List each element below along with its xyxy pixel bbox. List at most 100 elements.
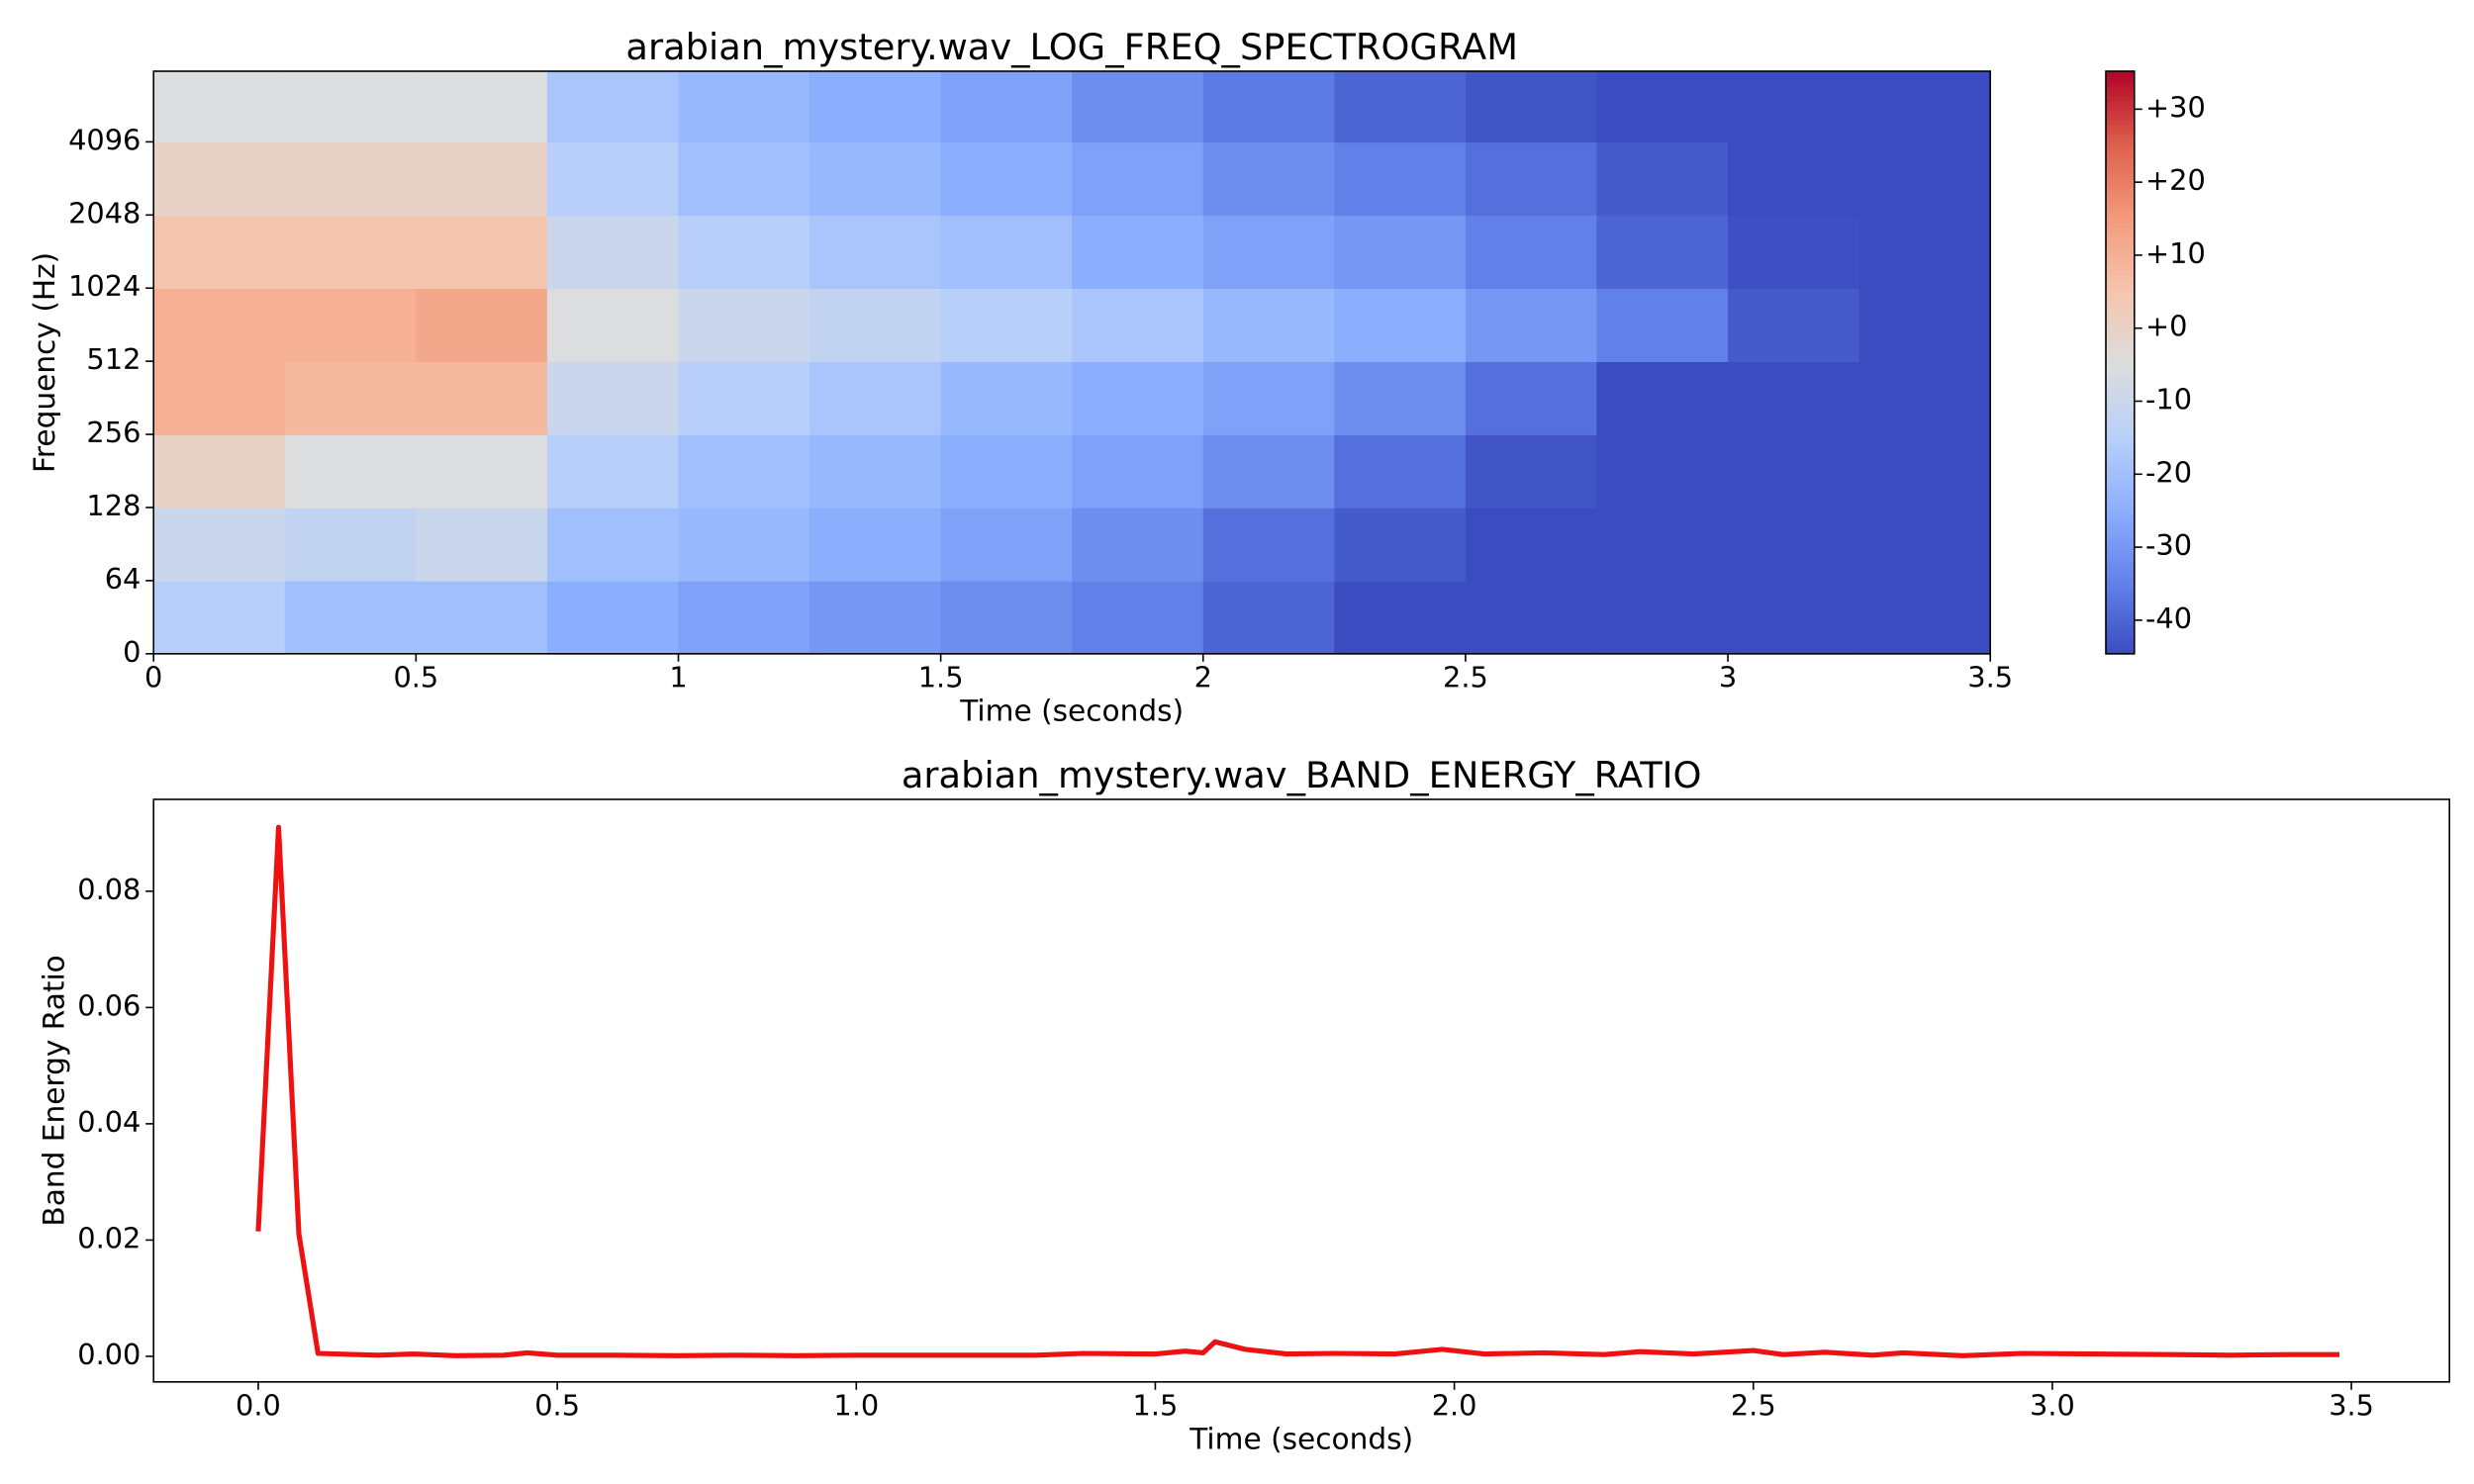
colorbar-step: [2106, 105, 2135, 112]
colorbar-step: [2106, 522, 2135, 529]
heat-cell: [940, 507, 1073, 582]
x-tick-label: 2.5: [1443, 660, 1488, 694]
x-axis-label: Time (seconds): [959, 695, 1184, 728]
x-tick-label: 0.0: [236, 1388, 281, 1422]
colorbar-tick-label: -40: [2145, 602, 2192, 635]
heat-cell: [1072, 215, 1204, 290]
x-tick-label: 1.5: [1133, 1388, 1179, 1422]
heat-cell: [940, 580, 1073, 655]
heat-cell: [546, 361, 680, 435]
colorbar-tick-label: +20: [2145, 163, 2206, 197]
colorbar-step: [2106, 129, 2135, 136]
colorbar-step: [2106, 444, 2135, 451]
heat-cell: [1858, 434, 1991, 509]
colorbar-step: [2106, 124, 2135, 131]
heat-cell: [153, 434, 286, 509]
colorbar-step: [2106, 609, 2135, 616]
heat-cell: [1072, 141, 1204, 217]
colorbar-step: [2106, 299, 2135, 306]
heat-cell: [1072, 288, 1204, 362]
colorbar-step: [2106, 153, 2135, 160]
heat-cell: [546, 141, 680, 217]
x-tick-label: 2.0: [1432, 1388, 1477, 1422]
colorbar-step: [2106, 328, 2135, 334]
x-tick-label: 3.5: [2329, 1388, 2374, 1422]
colorbar-step: [2106, 279, 2135, 286]
colorbar-step: [2106, 314, 2135, 321]
colorbar-step: [2106, 439, 2135, 446]
y-tick-label: 0.08: [77, 873, 141, 906]
heat-cell: [546, 580, 680, 655]
colorbar-step: [2106, 192, 2135, 199]
heat-cell: [1858, 215, 1991, 290]
chart-title: arabian_mystery.wav_BAND_ENERGY_RATIO: [902, 754, 1702, 796]
heat-cell: [809, 361, 942, 435]
colorbar-step: [2106, 459, 2135, 466]
colorbar-step: [2106, 337, 2135, 344]
heat-cell: [1202, 434, 1336, 509]
colorbar-step: [2106, 503, 2135, 510]
heat-cell: [416, 215, 548, 290]
colorbar-step: [2106, 352, 2135, 359]
colorbar-step: [2106, 551, 2135, 558]
heat-cell: [1072, 361, 1204, 435]
colorbar-step: [2106, 270, 2135, 276]
heat-cell: [809, 71, 942, 143]
heat-cell: [678, 507, 810, 582]
colorbar-frame: [2105, 70, 2136, 655]
colorbar-step: [2106, 95, 2135, 102]
heat-cell: [1334, 71, 1467, 143]
colorbar-step: [2106, 80, 2135, 87]
heat-cell: [1465, 580, 1598, 655]
colorbar-step: [2106, 197, 2135, 204]
heat-cell: [1728, 141, 1860, 217]
heat-cell: [416, 288, 548, 362]
colorbar-step: [2106, 134, 2135, 140]
heat-cell: [1596, 361, 1729, 435]
heat-cell: [809, 507, 942, 582]
heat-cell: [153, 288, 286, 362]
x-axis-label: Time (seconds): [1189, 1423, 1413, 1456]
heat-cell: [678, 141, 810, 217]
colorbar-step: [2106, 309, 2135, 316]
colorbar-step: [2106, 240, 2135, 247]
heat-cell: [153, 507, 286, 582]
y-tick-label: 0.00: [77, 1338, 141, 1371]
colorbar-step: [2106, 527, 2135, 533]
colorbar-step: [2106, 591, 2135, 597]
colorbar-step: [2106, 143, 2135, 150]
heat-cell: [809, 434, 942, 509]
heat-cell: [678, 215, 810, 290]
heat-cell: [416, 580, 548, 655]
heat-cell: [284, 141, 418, 217]
heat-cell: [153, 215, 286, 290]
plot-frame: [152, 798, 2450, 1383]
colorbar-step: [2106, 71, 2135, 77]
colorbar-step: [2106, 449, 2135, 456]
heat-cell: [546, 215, 680, 290]
heat-cell: [1465, 141, 1598, 217]
colorbar-step: [2106, 250, 2135, 257]
x-tick-label: 3.0: [2030, 1388, 2075, 1422]
colorbar-step: [2106, 498, 2135, 505]
heat-cell: [678, 434, 810, 509]
heat-cell: [1334, 361, 1467, 435]
colorbar-step: [2106, 75, 2135, 82]
x-tick-label: 1.5: [918, 660, 964, 694]
x-tick-label: 1: [669, 660, 687, 694]
heat-cell: [1728, 580, 1860, 655]
colorbar-step: [2106, 629, 2135, 635]
y-tick-label: 0.02: [77, 1221, 141, 1254]
colorbar-step: [2106, 332, 2135, 339]
colorbar-step: [2106, 537, 2135, 543]
heat-cell: [1202, 71, 1336, 143]
y-tick-label: 64: [105, 562, 142, 596]
heat-cell: [416, 71, 548, 143]
colorbar-step: [2106, 484, 2135, 490]
colorbar-step: [2106, 648, 2135, 655]
heat-cell: [284, 434, 418, 509]
heat-cell: [416, 361, 548, 435]
colorbar-step: [2106, 634, 2135, 640]
heat-cell: [1202, 361, 1336, 435]
heat-cell: [1596, 215, 1729, 290]
